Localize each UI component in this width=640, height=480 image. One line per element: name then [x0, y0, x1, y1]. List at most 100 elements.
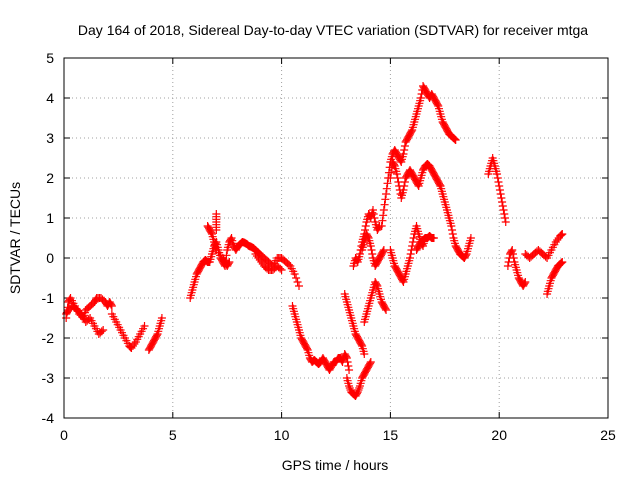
data-point: [380, 200, 389, 209]
data-point: [345, 366, 354, 374]
data-point: [99, 326, 108, 334]
y-tick-label: 4: [46, 90, 54, 106]
data-point: [353, 388, 362, 396]
data-point: [302, 344, 311, 353]
data-point: [366, 242, 375, 250]
x-tick-label: 25: [600, 427, 616, 443]
data-point: [398, 276, 407, 285]
data-point: [405, 254, 414, 262]
data-point: [361, 222, 370, 230]
data-point: [140, 322, 149, 330]
data-point: [496, 190, 505, 198]
y-tick-label: -4: [42, 410, 55, 426]
data-point: [382, 190, 391, 198]
data-point: [368, 250, 377, 258]
data-point: [501, 218, 510, 226]
data-point: [409, 234, 418, 242]
y-axis-label: SDTVAR / TECUs: [7, 182, 23, 294]
data-point: [386, 174, 395, 182]
y-tick-label: 2: [46, 170, 54, 186]
data-point: [344, 362, 353, 370]
data-point: [450, 135, 459, 144]
data-point: [501, 214, 510, 222]
data-point: [379, 206, 388, 214]
data-point: [382, 306, 391, 314]
data-point: [343, 358, 352, 366]
x-tick-label: 20: [491, 427, 507, 443]
data-point: [447, 222, 456, 230]
data-point: [495, 182, 504, 190]
data-point: [399, 150, 408, 158]
data-point: [499, 206, 508, 214]
data-point: [293, 278, 302, 286]
data-point: [381, 304, 390, 313]
data-point: [450, 134, 459, 143]
data-point: [509, 254, 518, 262]
data-point: [354, 386, 363, 394]
data-point: [292, 274, 301, 282]
data-point: [494, 178, 503, 186]
data-point: [461, 251, 470, 260]
data-point: [226, 235, 235, 244]
data-point: [97, 327, 106, 336]
data-point: [400, 182, 409, 190]
data-point: [276, 264, 285, 273]
data-point: [107, 300, 116, 309]
data-point: [387, 168, 396, 177]
data-point: [498, 202, 507, 210]
y-tick-label: 1: [46, 210, 54, 226]
axis-ticks: 0 5 10 15 20 25 -4 -3 -2 -1 0 1 2 3 4 5: [42, 50, 616, 443]
data-point: [413, 180, 422, 189]
data-point: [224, 259, 233, 268]
data-point: [379, 247, 388, 256]
y-tick-label: -3: [42, 370, 55, 386]
y-tick-label: 0: [46, 250, 54, 266]
data-point: [353, 389, 362, 398]
data-point: [207, 228, 216, 237]
data-point: [416, 94, 425, 102]
data-point: [408, 238, 417, 246]
data-point: [368, 206, 377, 214]
data-point: [382, 184, 391, 193]
data-point: [558, 258, 567, 266]
data-point: [277, 266, 286, 274]
data-point: [355, 384, 364, 392]
data-point: [295, 282, 304, 290]
data-point: [360, 350, 369, 358]
data-point: [383, 179, 392, 188]
data-point: [367, 246, 376, 254]
data-point: [377, 222, 386, 230]
data-point: [345, 384, 354, 392]
data-point: [500, 210, 509, 218]
data-points: [62, 82, 567, 400]
data-point: [556, 231, 565, 240]
plot-frame: [63, 57, 609, 419]
data-point: [493, 170, 502, 178]
data-point: [390, 160, 399, 169]
y-tick-label: 5: [46, 50, 54, 66]
data-point: [556, 259, 565, 268]
x-tick-label: 10: [274, 427, 290, 443]
data-point: [363, 232, 372, 241]
y-tick-label: -2: [42, 330, 55, 346]
x-tick-label: 0: [60, 427, 68, 443]
data-point: [400, 178, 409, 186]
data-point: [400, 142, 409, 150]
data-point: [495, 186, 504, 194]
data-point: [369, 210, 378, 218]
data-point: [396, 156, 405, 165]
data-point: [225, 258, 234, 266]
data-point: [448, 230, 457, 238]
data-point: [337, 356, 346, 365]
data-point: [370, 214, 379, 222]
data-point: [466, 234, 475, 242]
data-point: [448, 226, 457, 234]
data-point: [503, 262, 512, 270]
data-point: [558, 230, 567, 238]
data-point: [497, 194, 506, 202]
data-point: [557, 230, 566, 239]
data-point: [345, 382, 354, 390]
data-point: [353, 256, 362, 265]
x-tick-label: 15: [383, 427, 399, 443]
